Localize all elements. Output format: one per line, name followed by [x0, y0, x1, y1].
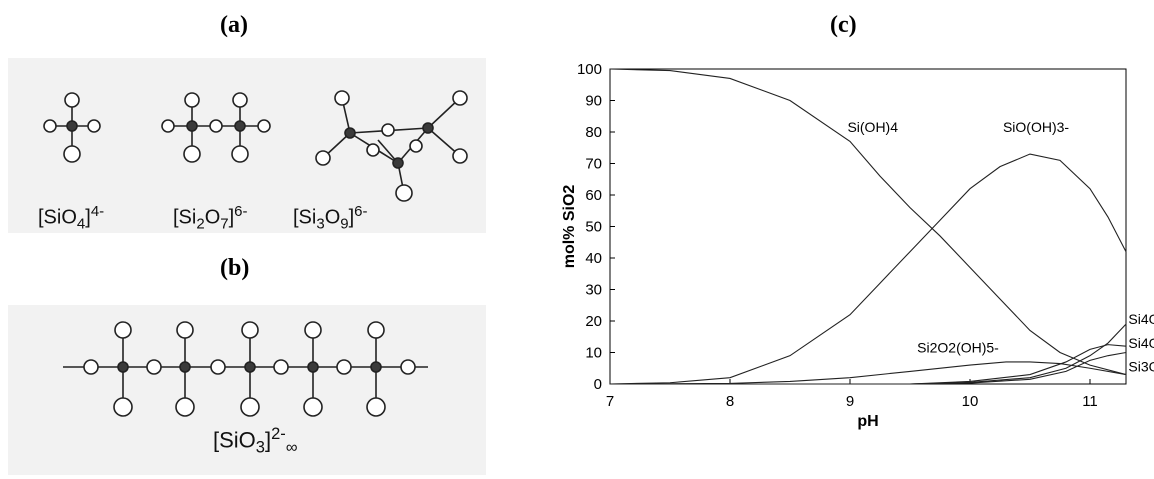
series-line-4	[610, 344, 1127, 385]
silicon-atom	[179, 361, 191, 373]
silicon-atom	[307, 361, 319, 373]
panel-a-label: (a)	[220, 12, 248, 38]
x-tick-label: 11	[1082, 393, 1098, 410]
series-line-1	[609, 153, 1127, 385]
panel-a-figure: [SiO4]4- [Si2O7]6- [Si3O9]6-	[8, 58, 486, 233]
oxygen-atom	[303, 397, 323, 417]
series-line-5	[610, 351, 1127, 385]
y-tick-label: 50	[585, 219, 602, 236]
sio4-formula: [SiO4]4-	[38, 203, 105, 233]
panel-c-label: (c)	[830, 12, 857, 38]
x-tick-label: 10	[962, 393, 979, 410]
y-tick-label: 90	[585, 93, 602, 110]
y-tick-label: 10	[585, 345, 602, 362]
oxygen-atom	[176, 321, 194, 339]
oxygen-atom	[304, 321, 322, 339]
series-label-1: SiO(OH)3-	[1003, 119, 1069, 135]
series-label-0: Si(OH)4	[847, 119, 898, 135]
oxygen-atom	[175, 397, 195, 417]
silicon-atom	[244, 361, 256, 373]
silicon-atom	[370, 361, 382, 373]
oxygen-atom	[113, 397, 133, 417]
plot-frame	[609, 68, 1127, 385]
panel-b-figure: [SiO3]2-∞	[8, 305, 486, 475]
oxygen-atom	[336, 359, 352, 375]
oxygen-atom	[366, 397, 386, 417]
oxygen-atom	[241, 321, 259, 339]
y-axis-label: mol% SiO2	[561, 185, 578, 269]
speciation-chart: 7 8 9 10 11 0 10 20 30 40 50 60 70 80 90 100 pH mol% SiO2…	[561, 61, 1154, 430]
oxygen-atom	[273, 359, 289, 375]
panel-b-label: (b)	[220, 255, 250, 281]
x-axis-label: pH	[857, 413, 878, 430]
oxygen-atom	[83, 359, 99, 375]
silicate-chain-drawing	[63, 321, 428, 417]
series-label-2: Si2O2(OH)5-	[917, 340, 999, 356]
series-line-0	[609, 68, 1127, 376]
y-tick-label: 0	[594, 376, 602, 393]
si2o7-formula: [Si2O7]6-	[173, 203, 248, 233]
y-tick-label: 20	[585, 313, 602, 330]
y-tick-label: 40	[585, 250, 602, 267]
series-label-4: Si4O6(OH)6 2-	[1128, 335, 1154, 351]
x-tick-label: 7	[606, 393, 614, 410]
silicon-atom	[117, 361, 129, 373]
si2o7-molecule	[161, 92, 271, 163]
y-tick-label: 100	[577, 61, 602, 78]
oxygen-atom	[114, 321, 132, 339]
y-tick-label: 60	[585, 187, 602, 204]
oxygen-atom	[210, 359, 226, 375]
series-label-5: Si3O5(OH)5 3-	[1128, 358, 1154, 374]
oxygen-atom	[400, 359, 416, 375]
si3o9-formula: [Si3O9]6-	[293, 203, 368, 233]
oxygen-atom	[146, 359, 162, 375]
y-tick-label: 30	[585, 282, 602, 299]
sio3-chain-formula: [SiO3]2-∞	[213, 425, 298, 457]
series-line-2	[609, 361, 1127, 385]
x-tick-label: 9	[846, 393, 854, 410]
series-label-3: Si4O8(OH)4 4-	[1128, 311, 1154, 327]
y-tick-label: 70	[585, 156, 602, 173]
si3o9-molecule	[315, 90, 468, 202]
silicate-molecules-drawing	[43, 90, 468, 202]
oxygen-atom	[240, 397, 260, 417]
sio4-molecule	[43, 92, 101, 163]
oxygen-atom	[367, 321, 385, 339]
x-tick-label: 8	[726, 393, 734, 410]
y-tick-label: 80	[585, 124, 602, 141]
